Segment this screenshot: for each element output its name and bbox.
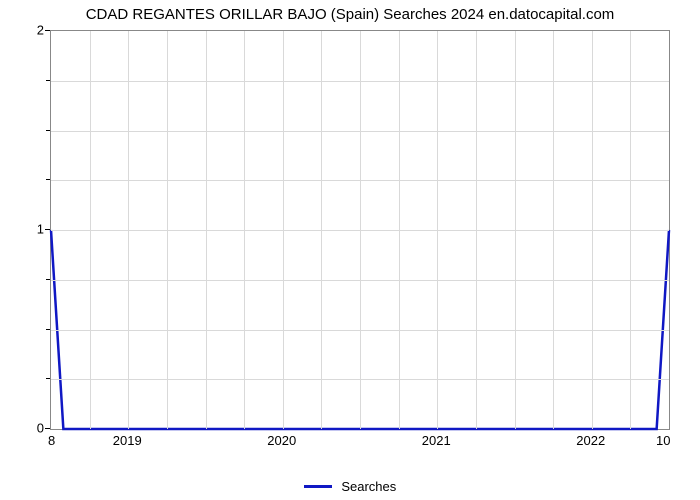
legend: Searches: [0, 478, 700, 494]
x-end-label: 10: [656, 433, 670, 448]
legend-swatch: [304, 485, 332, 488]
y-tick-label: 2: [0, 23, 44, 38]
x-tick-label: 2021: [422, 433, 451, 448]
y-tick-label: 1: [0, 222, 44, 237]
plot-area: [50, 30, 670, 430]
chart-title: CDAD REGANTES ORILLAR BAJO (Spain) Searc…: [0, 6, 700, 23]
x-tick-label: 2020: [267, 433, 296, 448]
x-start-label: 8: [48, 433, 55, 448]
x-tick-label: 2022: [576, 433, 605, 448]
legend-label: Searches: [341, 479, 396, 494]
y-tick-label: 0: [0, 421, 44, 436]
x-tick-label: 2019: [113, 433, 142, 448]
line-chart: CDAD REGANTES ORILLAR BAJO (Spain) Searc…: [0, 0, 700, 500]
